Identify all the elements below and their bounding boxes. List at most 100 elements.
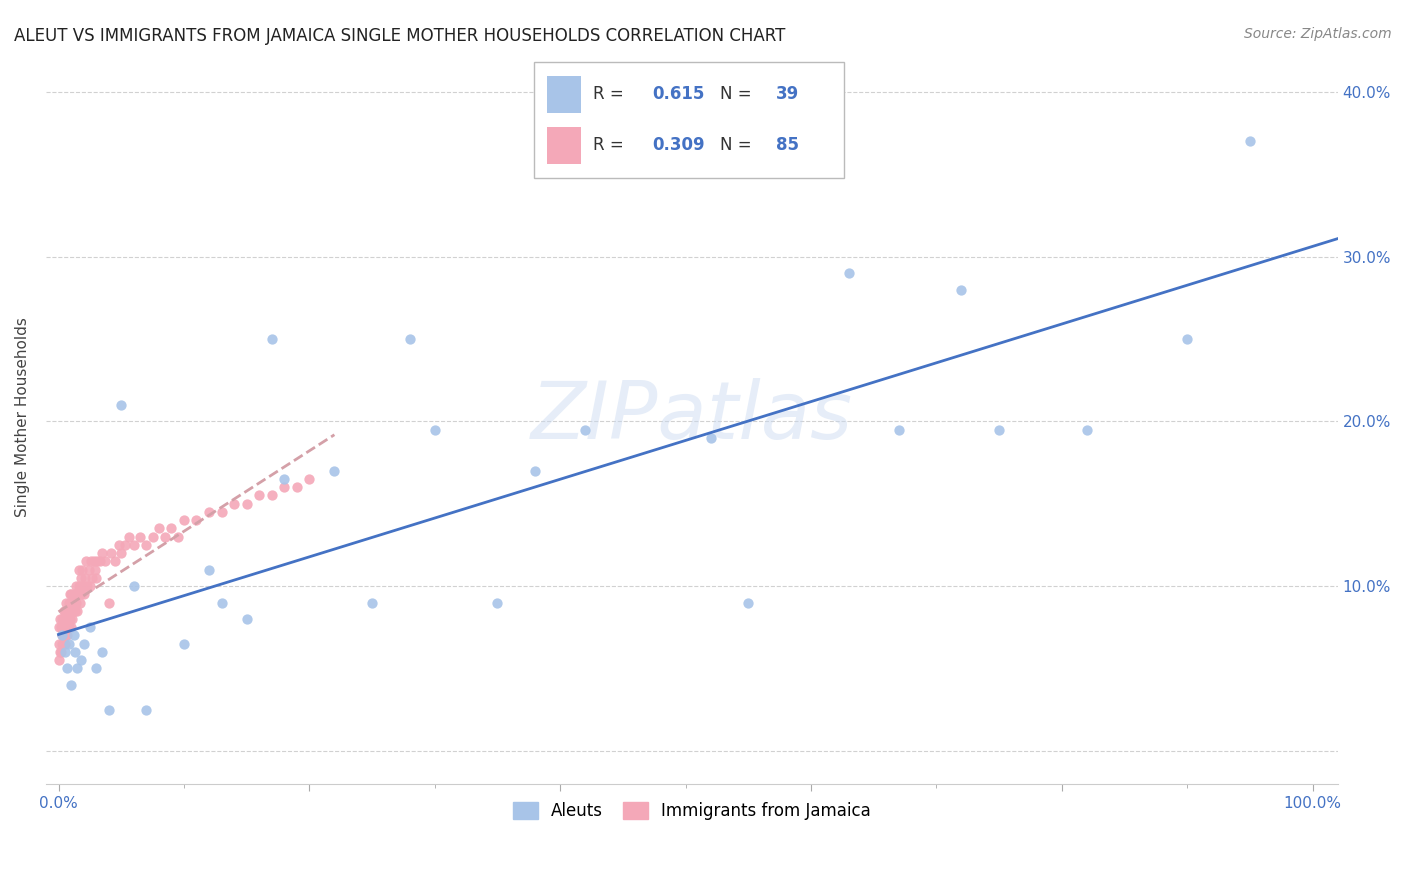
Point (273, 480, 295, 494)
Point (285, 480, 308, 494)
Bar (547, 77, 581, 113)
Point (60, 620, 83, 634)
Point (58, 620, 80, 634)
Point (53, 604, 76, 618)
Point (260, 488, 283, 502)
Y-axis label: Single Mother Households: Single Mother Households (15, 318, 30, 517)
Point (48, 637, 70, 651)
Point (524, 464, 547, 478)
Point (70, 571, 93, 585)
Point (950, 283, 973, 297)
Point (235, 497, 257, 511)
Text: 0.309: 0.309 (652, 136, 704, 153)
Point (53, 645, 76, 659)
Point (1175, 332, 1198, 346)
Point (260, 332, 283, 346)
Point (97, 703, 120, 717)
Point (49, 620, 72, 634)
Point (55, 628, 77, 642)
Point (222, 497, 245, 511)
Point (110, 398, 132, 412)
Point (53, 620, 76, 634)
Point (211, 595, 233, 609)
Bar (547, 128, 581, 164)
Point (107, 538, 129, 552)
Point (72, 563, 94, 577)
Point (173, 513, 195, 527)
Point (56, 604, 79, 618)
Point (55, 595, 77, 609)
Point (56, 628, 79, 642)
Point (65, 579, 87, 593)
Point (56, 661, 79, 675)
Point (135, 538, 157, 552)
Text: 39: 39 (776, 85, 799, 103)
Point (114, 538, 136, 552)
Point (52, 604, 75, 618)
Legend: Aleuts, Immigrants from Jamaica: Aleuts, Immigrants from Jamaica (506, 795, 877, 827)
Point (486, 595, 509, 609)
Text: 85: 85 (776, 136, 799, 153)
Text: N =: N = (720, 85, 756, 103)
Point (235, 612, 257, 626)
Point (142, 530, 165, 544)
Point (122, 538, 145, 552)
Point (52, 628, 75, 642)
Point (62, 604, 84, 618)
Point (63, 645, 86, 659)
Point (51, 637, 73, 651)
Point (104, 554, 127, 568)
Text: Source: ZipAtlas.com: Source: ZipAtlas.com (1244, 27, 1392, 41)
Point (198, 505, 221, 519)
Point (398, 332, 420, 346)
Point (298, 472, 321, 486)
FancyBboxPatch shape (534, 62, 844, 178)
Point (51, 612, 73, 626)
Point (988, 423, 1011, 437)
Point (91, 645, 114, 659)
Text: ZIPatlas: ZIPatlas (530, 378, 853, 456)
Point (60, 678, 83, 692)
Point (153, 530, 176, 544)
Point (1076, 423, 1098, 437)
Point (58, 637, 80, 651)
Point (59, 587, 82, 601)
Point (1239, 134, 1261, 148)
Point (574, 423, 596, 437)
Point (67, 579, 90, 593)
Point (66, 604, 89, 618)
Point (48, 620, 70, 634)
Point (48, 653, 70, 667)
Point (69, 595, 91, 609)
Point (79, 579, 101, 593)
Point (77, 563, 100, 577)
Point (58, 595, 80, 609)
Point (173, 637, 195, 651)
Point (110, 546, 132, 560)
Point (72, 637, 94, 651)
Point (72, 579, 94, 593)
Point (60, 595, 83, 609)
Point (83, 554, 105, 568)
Point (361, 595, 384, 609)
Text: ALEUT VS IMMIGRANTS FROM JAMAICA SINGLE MOTHER HOUSEHOLDS CORRELATION CHART: ALEUT VS IMMIGRANTS FROM JAMAICA SINGLE … (14, 27, 786, 45)
Point (65, 595, 87, 609)
Point (70, 587, 93, 601)
Point (198, 563, 221, 577)
Point (135, 703, 157, 717)
Point (247, 488, 270, 502)
Point (67, 563, 90, 577)
Point (148, 521, 170, 535)
Text: 0.615: 0.615 (652, 85, 704, 103)
Point (62, 628, 84, 642)
Point (97, 595, 120, 609)
Point (49, 645, 72, 659)
Text: R =: R = (593, 136, 628, 153)
Point (82, 571, 104, 585)
Point (887, 423, 910, 437)
Point (100, 546, 122, 560)
Point (59, 612, 82, 626)
Point (160, 521, 183, 535)
Point (273, 472, 295, 486)
Point (86, 554, 108, 568)
